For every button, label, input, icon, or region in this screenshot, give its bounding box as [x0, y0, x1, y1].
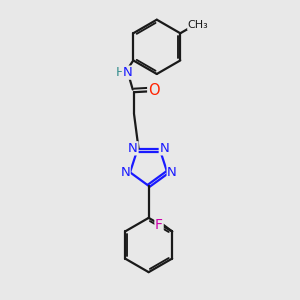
- Text: O: O: [148, 83, 159, 98]
- Text: N: N: [120, 166, 130, 179]
- Text: N: N: [159, 142, 169, 155]
- Text: H: H: [115, 66, 125, 79]
- Text: N: N: [128, 142, 138, 155]
- Text: N: N: [122, 66, 132, 79]
- Text: F: F: [155, 218, 163, 232]
- Text: CH₃: CH₃: [188, 20, 208, 30]
- Text: N: N: [167, 166, 177, 179]
